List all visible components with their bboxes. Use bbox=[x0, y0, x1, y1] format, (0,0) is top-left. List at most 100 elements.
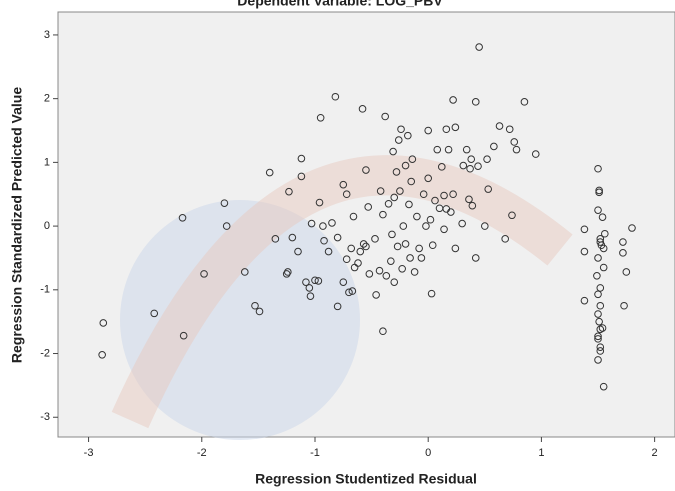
point bbox=[381, 112, 389, 121]
point bbox=[520, 98, 529, 106]
y-tick-label: 2 bbox=[44, 93, 50, 105]
point bbox=[305, 284, 314, 292]
point bbox=[451, 244, 460, 253]
point bbox=[240, 268, 249, 276]
point bbox=[255, 307, 264, 316]
x-tick-label: 0 bbox=[425, 447, 431, 459]
point bbox=[362, 242, 370, 251]
y-tick-label: -3 bbox=[40, 411, 50, 423]
point bbox=[359, 240, 368, 248]
point bbox=[372, 291, 380, 299]
point bbox=[315, 198, 324, 207]
point bbox=[433, 145, 442, 154]
point bbox=[150, 309, 159, 318]
point bbox=[387, 257, 395, 265]
point bbox=[379, 210, 387, 219]
point bbox=[599, 263, 608, 272]
point bbox=[302, 278, 310, 286]
point bbox=[389, 147, 397, 156]
point bbox=[394, 136, 403, 144]
x-tick-label: -3 bbox=[84, 447, 94, 459]
point bbox=[401, 161, 410, 170]
point bbox=[220, 199, 229, 207]
point bbox=[427, 289, 436, 298]
point bbox=[99, 319, 108, 327]
point bbox=[426, 215, 435, 224]
point bbox=[531, 150, 540, 158]
point bbox=[595, 186, 603, 195]
point bbox=[307, 219, 316, 228]
point bbox=[594, 164, 602, 173]
point bbox=[419, 190, 428, 199]
point bbox=[619, 249, 627, 257]
point bbox=[384, 199, 393, 208]
point bbox=[466, 164, 474, 173]
point bbox=[424, 126, 433, 135]
point bbox=[311, 276, 319, 285]
y-axis-label: Regression Standardized Predicted Value bbox=[9, 87, 25, 363]
point bbox=[365, 270, 374, 278]
y-tick-label: 0 bbox=[44, 220, 50, 232]
point bbox=[628, 224, 636, 232]
point bbox=[297, 154, 306, 163]
point bbox=[422, 222, 430, 230]
point bbox=[397, 125, 405, 134]
point bbox=[475, 43, 483, 51]
point bbox=[390, 193, 399, 202]
point bbox=[495, 122, 504, 130]
point bbox=[596, 347, 605, 355]
point bbox=[465, 195, 473, 204]
point bbox=[596, 343, 605, 351]
point bbox=[222, 222, 231, 230]
point bbox=[371, 235, 379, 243]
point bbox=[331, 92, 340, 101]
point bbox=[98, 351, 106, 359]
point bbox=[342, 255, 351, 264]
point bbox=[619, 238, 627, 246]
point bbox=[316, 113, 325, 122]
point bbox=[505, 125, 514, 134]
point bbox=[200, 270, 208, 278]
point bbox=[471, 98, 480, 106]
point bbox=[447, 208, 455, 216]
point bbox=[179, 331, 188, 340]
point bbox=[339, 180, 348, 189]
point bbox=[398, 264, 406, 273]
point bbox=[401, 240, 410, 248]
point bbox=[599, 382, 608, 391]
point bbox=[512, 145, 521, 154]
point bbox=[501, 235, 509, 243]
point bbox=[348, 287, 357, 295]
point bbox=[390, 278, 399, 286]
point bbox=[599, 244, 608, 253]
point bbox=[415, 244, 423, 253]
point bbox=[349, 212, 358, 221]
point bbox=[356, 247, 365, 256]
point bbox=[622, 268, 631, 276]
point bbox=[431, 196, 439, 205]
point bbox=[399, 222, 408, 230]
point bbox=[342, 190, 351, 199]
point bbox=[354, 259, 362, 267]
point bbox=[306, 292, 315, 300]
point bbox=[594, 206, 602, 214]
point bbox=[265, 168, 274, 177]
point bbox=[449, 190, 457, 199]
point bbox=[339, 278, 348, 286]
x-tick-label: -1 bbox=[310, 447, 320, 459]
point bbox=[406, 254, 414, 262]
x-tick-label: 2 bbox=[652, 447, 658, 459]
point bbox=[324, 247, 333, 256]
watermark bbox=[111, 155, 573, 429]
point bbox=[620, 301, 628, 310]
point bbox=[392, 168, 401, 176]
point bbox=[328, 219, 336, 227]
point bbox=[594, 254, 602, 262]
y-tick-label: -2 bbox=[40, 347, 50, 359]
watermark bbox=[120, 200, 360, 440]
point bbox=[442, 125, 451, 134]
x-tick-label: -2 bbox=[197, 447, 207, 459]
point bbox=[596, 325, 605, 334]
y-tick-label: 3 bbox=[44, 29, 50, 41]
